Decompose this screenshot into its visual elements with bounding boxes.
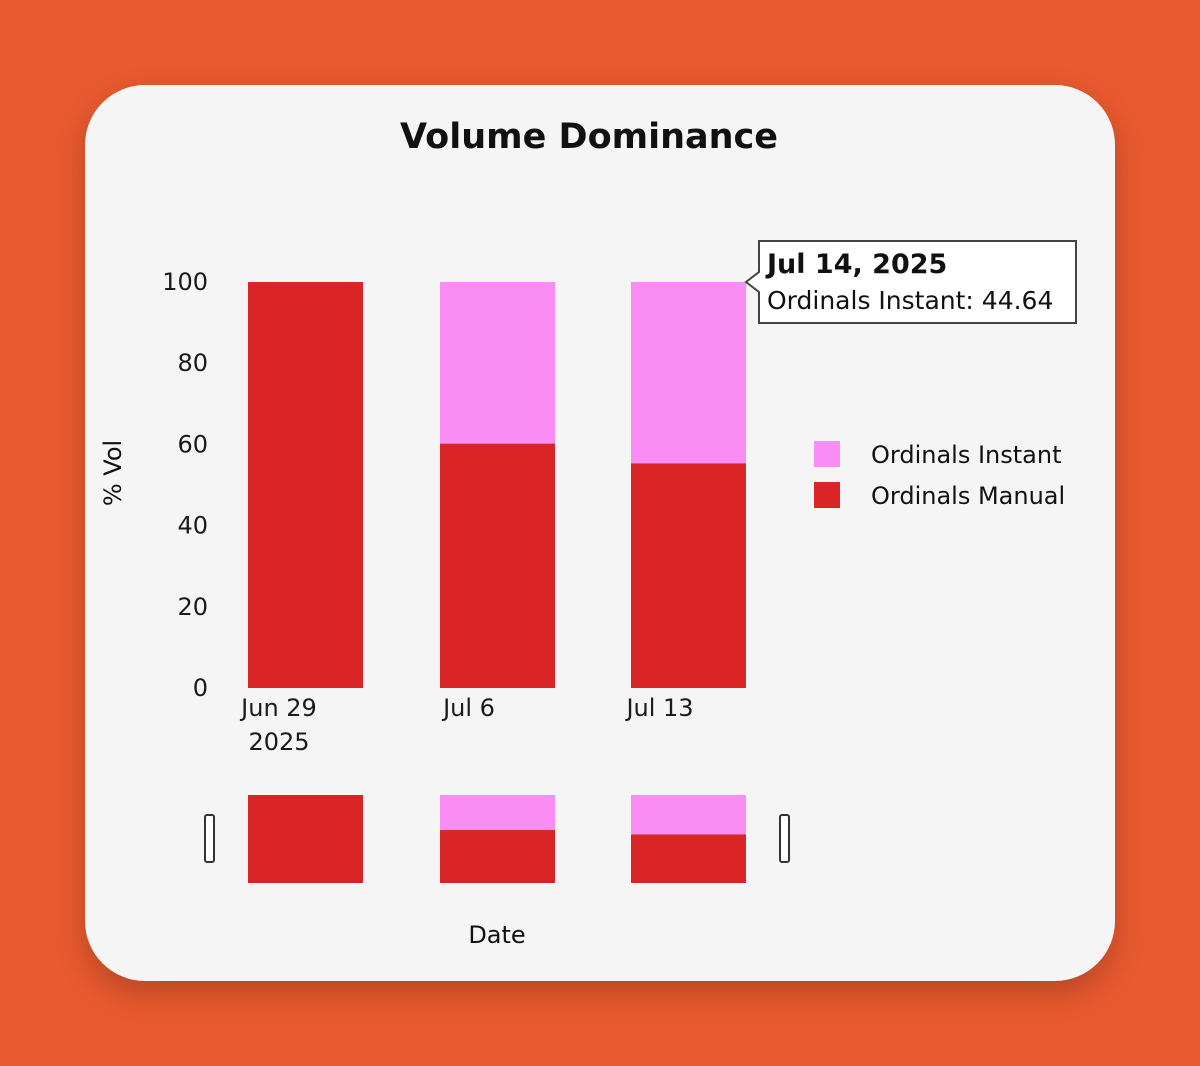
tooltip: Jul 14, 2025 Ordinals Instant: 44.64	[744, 240, 1077, 324]
y-axis-ticks: 0 20 40 60 80 100	[162, 268, 208, 702]
navigator-bar-ordinals-manual	[248, 795, 363, 883]
navigator-bar-ordinals-manual	[440, 830, 555, 883]
bar-ordinals-manual[interactable]	[440, 443, 555, 688]
legend-swatch	[814, 441, 840, 467]
navigator-bar-ordinals-manual	[631, 834, 746, 883]
bar-ordinals-instant[interactable]	[440, 282, 555, 444]
legend-swatch	[814, 482, 840, 508]
chart-title: Volume Dominance	[400, 117, 778, 157]
bars-group[interactable]	[248, 282, 746, 688]
x-tick-label: Jul 6	[441, 694, 495, 722]
range-navigator[interactable]	[204, 795, 790, 883]
y-axis-title: % Vol	[99, 440, 127, 506]
tooltip-text: Ordinals Instant: 44.64	[767, 286, 1053, 315]
legend-label: Ordinals Manual	[871, 482, 1065, 510]
navigator-bar-ordinals-instant	[631, 795, 746, 835]
y-tick-label: 0	[193, 674, 208, 702]
y-tick-label: 100	[162, 268, 208, 296]
bar-ordinals-instant[interactable]	[631, 282, 746, 464]
x-tick-label: Jul 13	[624, 694, 693, 722]
x-tick-label: 2025	[248, 728, 309, 756]
legend-label: Ordinals Instant	[871, 441, 1062, 469]
bar-ordinals-manual[interactable]	[631, 463, 746, 688]
y-tick-label: 60	[177, 430, 208, 458]
x-tick-label: Jun 29	[239, 694, 317, 722]
tooltip-title: Jul 14, 2025	[765, 249, 947, 280]
tooltip-box	[744, 240, 1077, 324]
navigator-left-handle[interactable]	[204, 814, 215, 863]
navigator-right-handle[interactable]	[779, 814, 790, 863]
navigator-bar-ordinals-instant	[440, 795, 555, 831]
y-tick-label: 20	[177, 593, 208, 621]
y-tick-label: 80	[177, 349, 208, 377]
x-axis-title: Date	[468, 921, 525, 949]
x-axis-ticks: Jun 29 2025 Jul 6 Jul 13	[239, 694, 693, 756]
y-tick-label: 40	[177, 512, 208, 540]
legend: Ordinals Instant Ordinals Manual	[814, 441, 1065, 510]
bar-ordinals-manual[interactable]	[248, 282, 363, 688]
